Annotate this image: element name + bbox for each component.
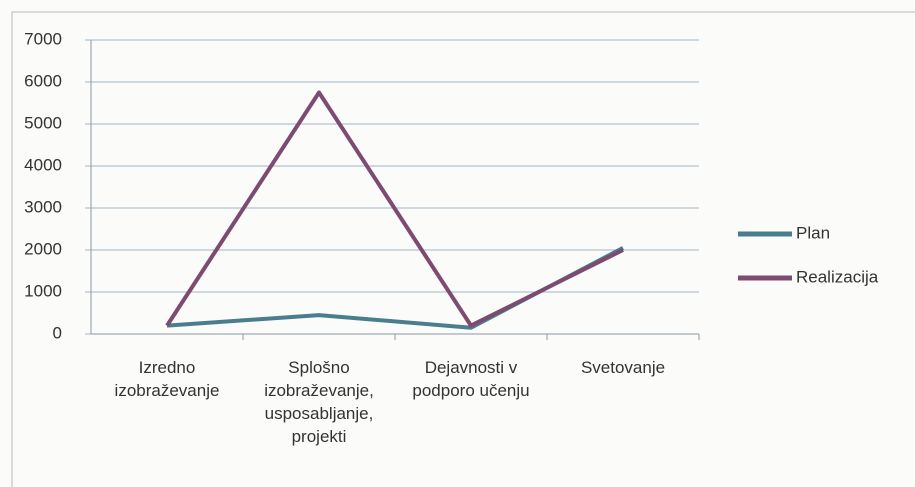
y-tick-label: 7000: [24, 29, 62, 48]
y-tick-label: 6000: [24, 71, 62, 90]
y-tick-label: 4000: [24, 155, 62, 174]
x-tick-label: Splošno izobraževanje, usposabljanje, pr…: [264, 358, 374, 446]
chart-border: [11, 11, 915, 487]
x-tick-label: Svetovanje: [580, 358, 666, 377]
y-tick-label: 1000: [24, 281, 62, 300]
x-tick-label: Dejavnosti v podporo učenju: [412, 358, 530, 400]
line-series: [165, 90, 624, 328]
y-tick-label: 5000: [24, 113, 62, 132]
y-tick-label: 0: [53, 323, 62, 342]
y-tick-label: 3000: [24, 197, 62, 216]
legend-label: Plan: [796, 223, 830, 242]
legend-label: Realizacija: [796, 267, 879, 286]
y-tick-label: 2000: [24, 239, 62, 258]
x-tick-label: Izredno izobraževanje: [114, 358, 220, 400]
line-series: [166, 246, 624, 330]
